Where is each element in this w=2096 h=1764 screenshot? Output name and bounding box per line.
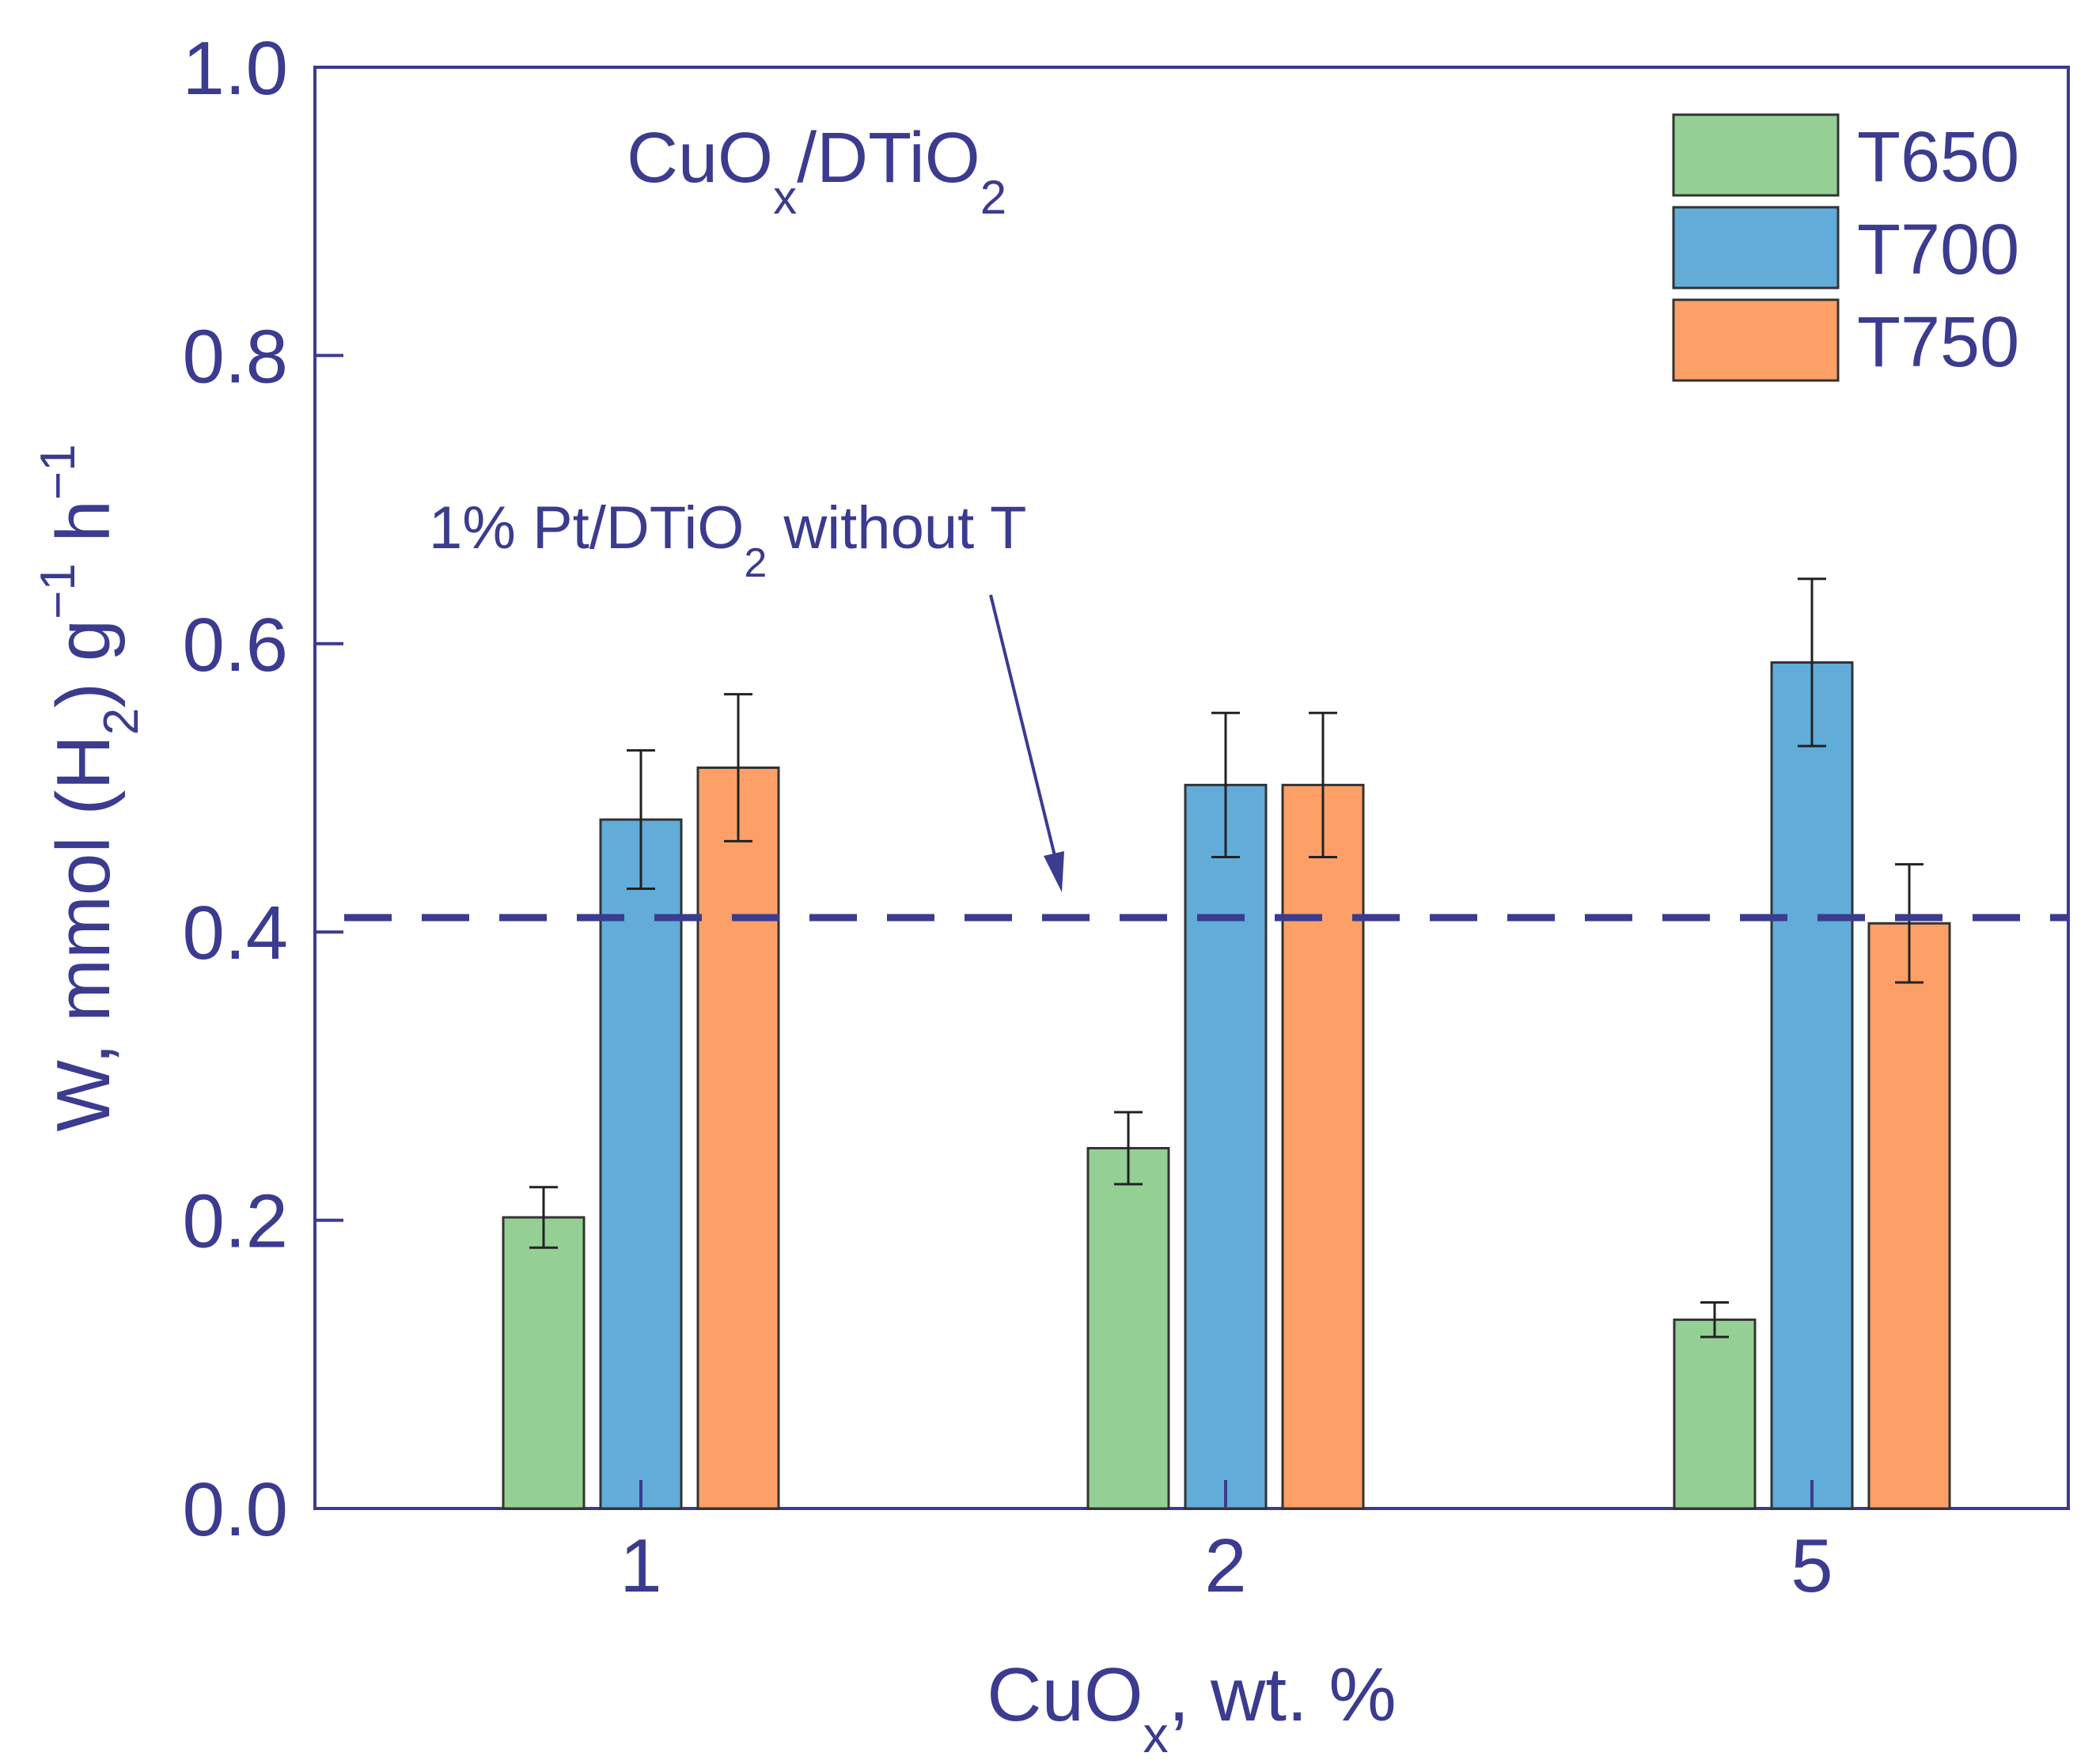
bar-t650-5 <box>1673 1318 1757 1510</box>
bar-t750-5 <box>1867 922 1951 1510</box>
bar-t650-2 <box>1086 1147 1170 1510</box>
y-tick-label: 0.4 <box>183 891 288 975</box>
legend-swatch-t700 <box>1672 206 1840 290</box>
x-tick-label: 5 <box>1791 1524 1833 1608</box>
y-tick-label: 0.2 <box>183 1179 288 1264</box>
y-axis-title: W, mmol (H2) g−1 h−1 <box>31 444 149 1131</box>
legend-swatch-t750 <box>1672 298 1840 382</box>
x-tick-label: 1 <box>620 1524 661 1608</box>
bar-t750-2 <box>1281 783 1365 1510</box>
legend-label-t700: T700 <box>1857 210 2019 290</box>
reference-arrow-head <box>1044 851 1064 892</box>
reference-arrow-shaft <box>989 594 1058 863</box>
legend-label-t650: T650 <box>1857 118 2019 197</box>
inset-label: CuOx/DTiO2 <box>627 119 1006 224</box>
legend-swatch-t650 <box>1672 113 1840 197</box>
x-axis: 1 2 5 <box>620 1480 1833 1608</box>
bar-t650-1 <box>502 1216 586 1510</box>
legend-label-t750: T750 <box>1857 303 2019 382</box>
y-tick-label: 0.8 <box>183 314 288 399</box>
bar-t750-1 <box>696 766 780 1510</box>
legend: T650 T700 T750 <box>1672 113 2019 382</box>
error-bars-layer <box>529 577 1924 1338</box>
y-axis: 0.0 0.2 0.4 0.6 0.8 1.0 <box>183 26 343 1552</box>
bar-t700-5 <box>1770 661 1854 1510</box>
bar-t700-2 <box>1184 783 1268 1510</box>
bar-t700-1 <box>599 818 683 1510</box>
x-tick-label: 2 <box>1204 1524 1246 1608</box>
y-tick-label: 0.0 <box>183 1467 288 1552</box>
y-tick-label: 0.6 <box>183 603 288 687</box>
reference-label: 1% Pt/DTiO2 without T <box>429 494 1026 586</box>
x-axis-title: CuOx, wt. % <box>987 1652 1396 1763</box>
y-tick-label: 1.0 <box>183 26 288 111</box>
